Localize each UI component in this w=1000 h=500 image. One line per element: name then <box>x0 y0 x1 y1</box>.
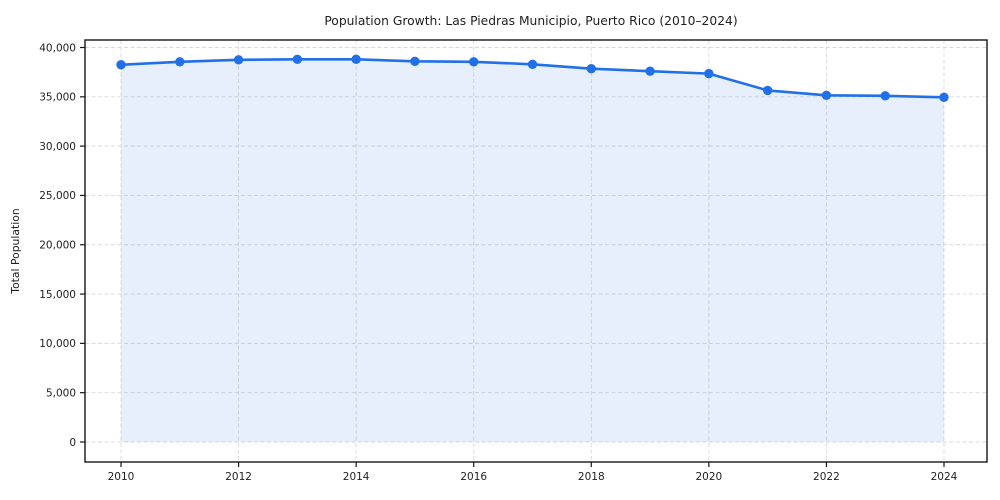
y-tick-label: 30,000 <box>39 141 76 153</box>
data-point <box>527 59 538 69</box>
grid-layer <box>85 40 987 462</box>
x-tick-label: 2024 <box>931 471 958 483</box>
axis-ticks-layer <box>80 46 945 467</box>
data-point <box>410 56 420 67</box>
data-point <box>116 60 126 70</box>
y-tick-label: 20,000 <box>39 240 76 252</box>
y-axis-label: Total Population <box>9 208 22 294</box>
area-fill-layer <box>121 59 944 443</box>
y-tick-labels: 0 5,000 10,000 15,000 20,000 25,000 30,000 35,0… <box>39 42 76 449</box>
y-tick-label: 10,000 <box>39 338 76 350</box>
x-tick-label: 2016 <box>460 471 487 483</box>
y-tick-label: 35,000 <box>39 92 76 104</box>
x-tick-label: 2022 <box>813 471 840 483</box>
data-markers-layer <box>116 54 949 103</box>
x-tick-label: 2014 <box>343 471 370 483</box>
area-fill <box>121 59 944 443</box>
plot-border <box>84 39 988 463</box>
data-point <box>175 57 185 67</box>
y-tick-label: 40,000 <box>39 42 76 54</box>
y-tick-label: 0 <box>69 437 76 449</box>
data-point <box>762 85 773 96</box>
x-tick-label: 2018 <box>578 471 605 483</box>
x-tick-label: 2012 <box>225 471 252 483</box>
chart-title: Population Growth: Las Piedras Municipio… <box>324 14 737 28</box>
y-tick-label: 15,000 <box>39 289 76 301</box>
data-point <box>233 55 244 65</box>
x-tick-labels: 2010 2012 2014 2016 2018 2020 2022 2024 <box>108 471 958 483</box>
data-point <box>292 54 303 65</box>
data-point <box>704 68 714 79</box>
x-tick-label: 2020 <box>695 471 722 483</box>
data-point <box>469 57 479 67</box>
x-tick-label: 2010 <box>108 471 135 483</box>
data-point <box>586 64 596 74</box>
data-point <box>880 91 890 101</box>
data-point <box>821 90 832 101</box>
y-tick-label: 5,000 <box>46 387 76 399</box>
y-tick-label: 25,000 <box>39 190 76 202</box>
data-point <box>939 92 949 103</box>
data-point <box>645 66 655 76</box>
data-point <box>351 54 361 65</box>
